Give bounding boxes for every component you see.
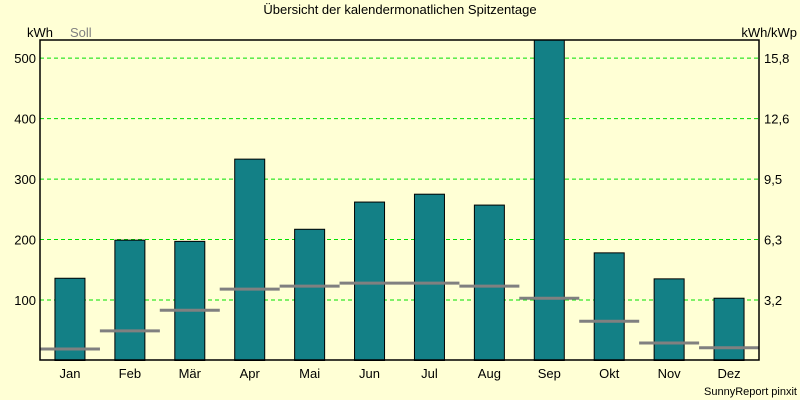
y-tick-label-right: 9,5	[764, 172, 782, 187]
bar-Jan	[54, 277, 86, 361]
y-tick-label: 200	[14, 233, 36, 248]
x-tick-label: Aug	[478, 366, 501, 381]
chart-title: Übersicht der kalendermonatlichen Spitze…	[263, 2, 536, 17]
x-tick-label: Jun	[359, 366, 380, 381]
x-tick-label: Apr	[240, 366, 261, 381]
y-tick-label-right: 6,3	[764, 233, 782, 248]
x-tick-label: Jan	[59, 366, 80, 381]
bar-Sep	[533, 39, 565, 361]
x-tick-label: Feb	[119, 366, 141, 381]
y-tick-label-right: 15,8	[764, 51, 789, 66]
bar-Jun	[354, 201, 386, 361]
y-axis-label-right: kWh/kWp	[741, 25, 797, 40]
footer: SunnyReport pinxit	[704, 386, 797, 398]
bar-Feb	[114, 239, 146, 361]
y-tick-label-right: 3,2	[764, 293, 782, 308]
bar-Okt	[593, 252, 625, 362]
legend-soll: Soll	[70, 25, 92, 40]
bar-Jul	[413, 193, 445, 361]
bar-Mai	[294, 228, 326, 361]
y-tick-label-right: 12,6	[764, 112, 789, 127]
x-tick-label: Jul	[421, 366, 438, 381]
y-tick-label: 300	[14, 172, 36, 187]
bar-Dez	[713, 297, 745, 361]
plot-frame	[39, 39, 760, 361]
x-tick-label: Sep	[538, 366, 561, 381]
y-tick-label: 400	[14, 112, 36, 127]
y-tick-label: 100	[14, 293, 36, 308]
bar-Mär	[174, 240, 206, 361]
x-tick-label: Nov	[658, 366, 682, 381]
x-tick-label: Dez	[717, 366, 740, 381]
bar-Aug	[473, 204, 505, 361]
x-tick-label: Okt	[599, 366, 620, 381]
x-tick-label: Mär	[179, 366, 202, 381]
x-tick-label: Mai	[299, 366, 320, 381]
bar-Nov	[653, 278, 685, 362]
bar-Apr	[234, 158, 266, 361]
y-axis-label: kWh	[27, 25, 53, 40]
y-tick-label: 500	[14, 51, 36, 66]
